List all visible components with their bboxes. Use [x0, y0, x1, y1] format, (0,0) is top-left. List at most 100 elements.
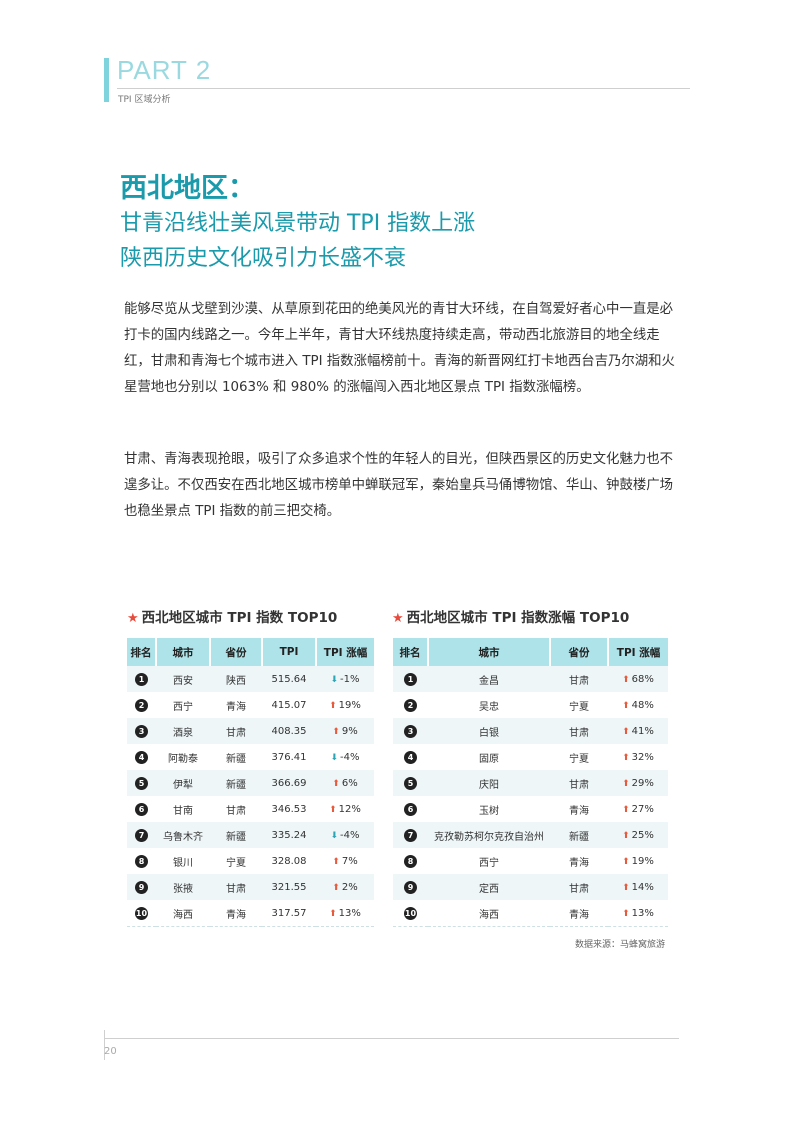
table-row: 6 玉树 青海 ⬆ 27%: [393, 796, 668, 822]
province-cell: 新疆: [210, 744, 262, 770]
change-value: 25%: [631, 829, 654, 841]
province-cell: 甘肃: [210, 796, 262, 822]
change-cell: ⬆ 68%: [608, 666, 668, 692]
table-row: 4 阿勒泰 新疆 376.41 ⬇ -4%: [127, 744, 374, 770]
change-value: 2%: [341, 881, 358, 893]
rank-badge: 10: [404, 906, 417, 920]
table-row: 7 乌鲁木齐 新疆 335.24 ⬇ -4%: [127, 822, 374, 848]
city-cell: 庆阳: [428, 770, 550, 796]
header-divider: [117, 88, 690, 89]
city-cell: 金昌: [428, 666, 550, 692]
rank-cell: 9: [393, 874, 428, 900]
rank-badge: 7: [404, 828, 417, 842]
rank-badge: 8: [135, 854, 148, 868]
table-row: 3 白银 甘肃 ⬆ 41%: [393, 718, 668, 744]
province-cell: 青海: [210, 900, 262, 927]
change-value: -4%: [340, 751, 360, 763]
rank-cell: 6: [127, 796, 156, 822]
header-accent-bar: [104, 58, 109, 102]
city-cell: 定西: [428, 874, 550, 900]
column-header: 城市: [428, 638, 551, 666]
arrow-up-icon: ⬆: [329, 908, 337, 919]
city-cell: 银川: [156, 848, 210, 874]
rank-badge: 7: [135, 828, 148, 842]
arrow-down-icon: ⬇: [330, 674, 339, 685]
tpi-cell: 317.57: [262, 900, 316, 927]
change-cell: ⬇ -1%: [316, 666, 374, 692]
rank-badge: 4: [135, 750, 148, 764]
city-cell: 伊犁: [156, 770, 210, 796]
arrow-up-icon: ⬆: [622, 804, 630, 815]
rank-badge: 2: [404, 698, 417, 712]
rank-cell: 1: [127, 666, 156, 692]
rank-cell: 6: [393, 796, 428, 822]
city-cell: 玉树: [428, 796, 550, 822]
province-cell: 甘肃: [210, 874, 262, 900]
rank-badge: 10: [135, 906, 148, 920]
province-cell: 青海: [550, 900, 608, 927]
rank-cell: 7: [393, 822, 428, 848]
change-cell: ⬆ 32%: [608, 744, 668, 770]
city-tpi-growth-table: 排名 城市 省份 TPI 涨幅 1 金昌 甘肃 ⬆ 68% 2 吴忠 宁夏 ⬆ 48% 3 白银 甘肃 ⬆…: [393, 638, 668, 927]
rank-badge: 5: [135, 776, 148, 790]
city-cell: 白银: [428, 718, 550, 744]
rank-cell: 4: [127, 744, 156, 770]
province-cell: 新疆: [210, 822, 262, 848]
change-cell: ⬆ 29%: [608, 770, 668, 796]
table-row: 5 庆阳 甘肃 ⬆ 29%: [393, 770, 668, 796]
rank-badge: 6: [404, 802, 417, 816]
city-cell: 固原: [428, 744, 550, 770]
arrow-up-icon: ⬆: [622, 726, 630, 737]
rank-badge: 5: [404, 776, 417, 790]
tpi-cell: 415.07: [262, 692, 316, 718]
arrow-up-icon: ⬆: [622, 674, 630, 685]
city-cell: 乌鲁木齐: [156, 822, 210, 848]
page-number: 20: [104, 1046, 117, 1057]
change-cell: ⬆ 13%: [316, 900, 374, 927]
arrow-up-icon: ⬆: [622, 700, 630, 711]
change-value: 48%: [631, 699, 654, 711]
change-value: 7%: [341, 855, 358, 867]
province-cell: 宁夏: [550, 692, 608, 718]
table-row: 5 伊犁 新疆 366.69 ⬆ 6%: [127, 770, 374, 796]
change-cell: ⬆ 19%: [316, 692, 374, 718]
arrow-up-icon: ⬆: [332, 856, 340, 867]
change-value: 19%: [631, 855, 654, 867]
city-cell: 海西: [156, 900, 210, 927]
paragraph-1: 能够尽览从戈壁到沙漠、从草原到花田的绝美风光的青甘大环线，在自驾爱好者心中一直是…: [124, 302, 675, 395]
arrow-up-icon: ⬆: [622, 830, 630, 841]
column-header: 省份: [210, 638, 263, 666]
province-cell: 甘肃: [550, 666, 608, 692]
rank-cell: 2: [393, 692, 428, 718]
column-header: TPI 涨幅: [608, 638, 668, 666]
change-value: 13%: [338, 907, 361, 919]
change-cell: ⬆ 48%: [608, 692, 668, 718]
arrow-down-icon: ⬇: [330, 752, 339, 763]
change-cell: ⬆ 25%: [608, 822, 668, 848]
city-cell: 酒泉: [156, 718, 210, 744]
change-cell: ⬆ 9%: [316, 718, 374, 744]
tpi-cell: 321.55: [262, 874, 316, 900]
change-value: 14%: [631, 881, 654, 893]
column-header: TPI 涨幅: [316, 638, 374, 666]
tpi-cell: 335.24: [262, 822, 316, 848]
arrow-down-icon: ⬇: [330, 830, 339, 841]
rank-badge: 8: [404, 854, 417, 868]
city-cell: 海西: [428, 900, 550, 927]
rank-cell: 8: [393, 848, 428, 874]
rank-cell: 8: [127, 848, 156, 874]
title-line-2: 甘青沿线壮美风景带动 TPI 指数上涨: [120, 211, 476, 236]
change-cell: ⬆ 13%: [608, 900, 668, 927]
star-icon: ★: [127, 611, 139, 626]
rank-badge: 3: [135, 724, 148, 738]
rank-cell: 5: [393, 770, 428, 796]
province-cell: 新疆: [550, 822, 608, 848]
part-label: PART 2: [117, 55, 212, 85]
tpi-cell: 515.64: [262, 666, 316, 692]
table2-title: ★ 西北地区城市 TPI 指数涨幅 TOP10: [392, 610, 630, 626]
city-cell: 甘南: [156, 796, 210, 822]
change-value: 13%: [631, 907, 654, 919]
column-header: 排名: [127, 638, 157, 666]
table-row: 2 吴忠 宁夏 ⬆ 48%: [393, 692, 668, 718]
arrow-up-icon: ⬆: [329, 700, 337, 711]
